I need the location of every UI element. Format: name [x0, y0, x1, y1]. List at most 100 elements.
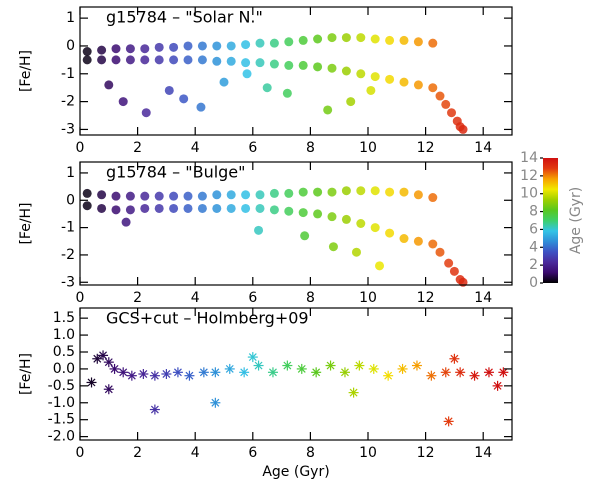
point: [255, 58, 265, 68]
colorbar-tick-label: 4: [529, 239, 538, 255]
point: [226, 203, 236, 213]
point: [341, 186, 351, 196]
point: [269, 59, 279, 69]
x-tick-label: 10: [359, 290, 377, 306]
plot-frame: [79, 6, 513, 136]
point: [164, 85, 174, 95]
x-tick-label: 8: [306, 445, 315, 461]
point: [298, 208, 308, 218]
point: [298, 187, 308, 197]
asterisk-stroke: [199, 368, 208, 377]
point: [97, 45, 107, 55]
asterisk-point: [368, 363, 379, 374]
point: [183, 203, 193, 213]
asterisk-point: [239, 367, 250, 378]
asterisk-point: [492, 380, 503, 391]
point: [428, 239, 438, 249]
x-tick-label: 12: [417, 290, 435, 306]
y-tick-label: -1.5: [48, 412, 75, 428]
point: [284, 188, 294, 198]
asterisk-point: [498, 367, 509, 378]
asterisk-point: [86, 377, 97, 388]
point: [169, 203, 179, 213]
x-tick-label: 6: [248, 445, 257, 461]
asterisk-stroke: [240, 368, 249, 377]
asterisk-point: [149, 370, 160, 381]
point: [447, 108, 457, 118]
asterisk-stroke: [493, 381, 502, 390]
point: [269, 38, 279, 48]
x-tick-label: 0: [76, 445, 85, 461]
colorbar-tick-label: 0: [529, 275, 538, 291]
point: [328, 242, 338, 252]
point: [226, 190, 236, 200]
point: [366, 85, 376, 95]
y-tick-label: -3: [61, 121, 75, 137]
point: [140, 191, 150, 201]
asterisk-point: [172, 367, 183, 378]
asterisk-point: [348, 387, 359, 398]
point: [255, 203, 265, 213]
asterisk-stroke: [139, 370, 148, 378]
panel-title: g15784 – "Solar N.": [106, 8, 263, 27]
x-tick-label: 4: [191, 445, 200, 461]
point: [327, 212, 337, 222]
asterisk-stroke: [297, 364, 306, 373]
asterisk-stroke: [248, 353, 257, 362]
x-tick-label: 0: [76, 290, 85, 306]
asterisk-point: [149, 404, 160, 415]
x-tick-label: 12: [417, 445, 435, 461]
asterisk-point: [253, 360, 264, 371]
point: [154, 42, 164, 52]
point: [370, 34, 380, 44]
asterisk-point: [443, 416, 454, 427]
point: [154, 191, 164, 201]
point: [356, 69, 366, 79]
point: [104, 80, 114, 90]
x-axis-label: Age (Gyr): [262, 464, 329, 480]
point: [413, 190, 423, 200]
x-tick-label: 14: [474, 290, 492, 306]
point: [282, 88, 292, 98]
asterisk-stroke: [341, 368, 349, 377]
y-tick-label: 0.0: [53, 361, 75, 377]
point: [183, 191, 193, 201]
point: [197, 41, 207, 51]
colorbar-tick-label: 12: [520, 168, 538, 184]
asterisk-stroke: [427, 371, 436, 380]
x-tick-label: 6: [248, 140, 257, 156]
asterisk-stroke: [119, 368, 128, 377]
asterisk-stroke: [185, 371, 194, 380]
point: [385, 74, 395, 84]
point: [183, 41, 193, 51]
asterisk-point: [282, 360, 293, 371]
x-tick-label: 2: [133, 290, 142, 306]
y-tick-label: -1: [61, 66, 75, 82]
y-tick-label: -2: [61, 247, 75, 263]
point: [82, 55, 92, 65]
asterisk-stroke: [450, 354, 459, 363]
point: [341, 214, 351, 224]
y-tick-label: -3: [61, 274, 75, 290]
asterisk-point: [469, 370, 480, 381]
asterisk-stroke: [150, 405, 159, 414]
y-axis-label: [Fe/H]: [18, 50, 34, 92]
asterisk-point: [103, 357, 114, 368]
point: [121, 217, 131, 227]
point: [254, 225, 264, 235]
point: [241, 58, 251, 68]
asterisk-point: [296, 363, 307, 374]
asterisk-stroke: [398, 364, 407, 373]
point: [435, 247, 445, 257]
point: [212, 41, 222, 51]
asterisk-stroke: [355, 361, 364, 370]
asterisk-stroke: [269, 368, 277, 377]
asterisk-stroke: [369, 364, 378, 373]
asterisk-stroke: [173, 368, 182, 377]
point: [125, 55, 135, 65]
asterisk-point: [354, 360, 365, 371]
y-tick-label: 0: [66, 192, 75, 208]
asterisk-stroke: [254, 361, 263, 370]
asterisk-stroke: [211, 368, 220, 377]
asterisk-stroke: [499, 368, 508, 377]
